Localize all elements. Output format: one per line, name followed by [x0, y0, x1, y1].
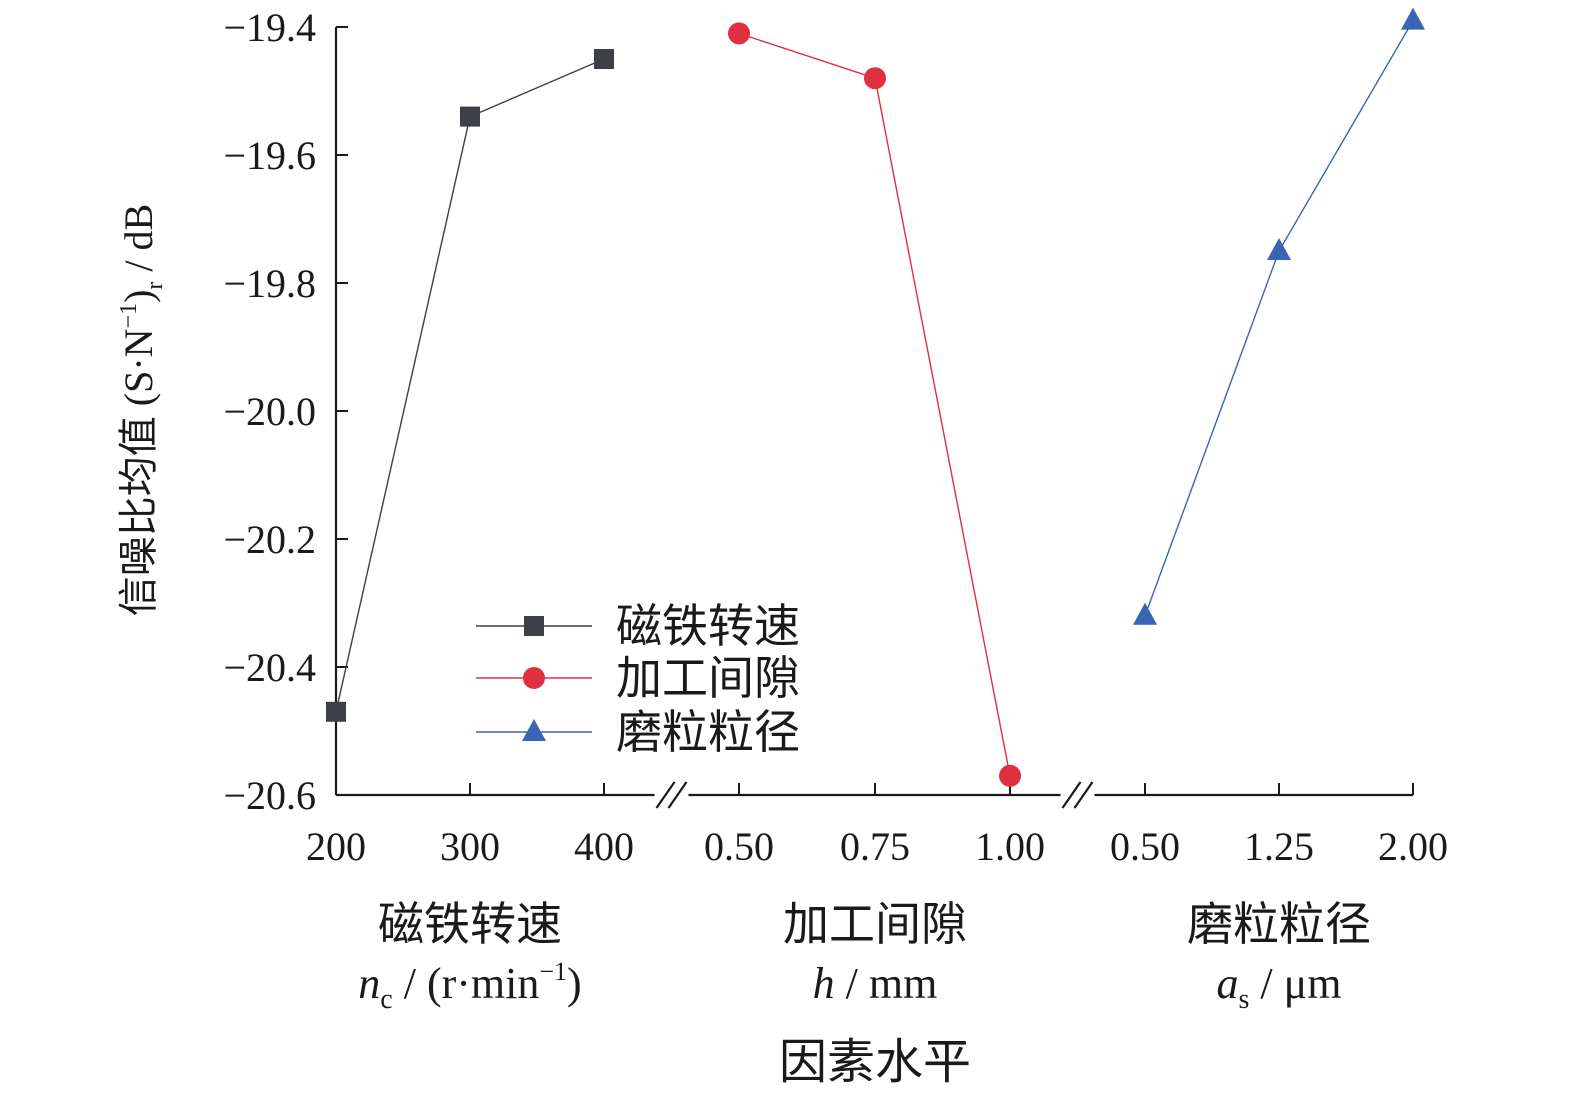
legend-marker-circle	[523, 667, 545, 689]
legend-label: 磨粒粒径	[616, 707, 800, 758]
y-tick-label: −19.6	[223, 133, 316, 178]
group-unit-label: nc / (r·min−1)	[358, 957, 581, 1015]
variable-symbol: n	[358, 959, 380, 1008]
y-title-superscript: −1	[116, 303, 142, 329]
y-title-subscript: r	[142, 282, 168, 290]
variable-symbol: a	[1217, 959, 1239, 1008]
group-name-label: 加工间隙	[783, 899, 967, 950]
x-tick-label: 2.00	[1378, 824, 1448, 869]
variable-subscript: c	[380, 984, 392, 1015]
unit-text: / mm	[835, 959, 938, 1008]
x-tick-label: 0.50	[1110, 824, 1180, 869]
variable-symbol: h	[813, 959, 835, 1008]
y-axis-title: 信噪比均值 (S·N−1)r / dB	[116, 204, 168, 616]
data-point-circle	[999, 764, 1021, 787]
x-tick-label: 0.75	[840, 824, 910, 869]
data-point-circle	[728, 22, 750, 45]
group-unit-label: h / mm	[813, 959, 938, 1008]
group-name-label: 磁铁转速	[378, 899, 562, 950]
legend-marker-square	[524, 616, 544, 636]
data-point-square	[326, 701, 346, 722]
data-point-triangle	[1133, 602, 1157, 625]
y-title-close: )	[116, 290, 161, 303]
x-tick-label: 0.50	[704, 824, 774, 869]
axis-break-mark	[1073, 781, 1094, 809]
data-point-square	[594, 49, 614, 69]
axis-break-mark	[667, 781, 688, 809]
y-title-main: 信噪比均值 (S·N	[116, 328, 161, 616]
y-tick-label: −20.6	[223, 773, 316, 818]
series-line-triangle	[1144, 20, 1414, 617]
group-name-label: 磨粒粒径	[1187, 899, 1371, 950]
unit-close-paren: )	[567, 959, 582, 1008]
y-tick-label: −19.8	[223, 261, 316, 306]
data-point-square	[460, 106, 480, 127]
y-title-unit: / dB	[116, 204, 161, 282]
legend-label: 加工间隙	[616, 653, 800, 704]
x-tick-label: 200	[306, 824, 366, 869]
x-tick-label: 400	[574, 824, 634, 869]
x-axis-title: 因素水平	[779, 1036, 971, 1089]
axis-break-mark	[1061, 781, 1082, 809]
y-tick-label: −20.2	[223, 517, 316, 562]
unit-superscript: −1	[539, 957, 567, 986]
variable-subscript: s	[1239, 984, 1250, 1015]
data-point-triangle	[1267, 238, 1291, 260]
data-point-triangle	[1401, 7, 1425, 30]
group-unit-label: as / μm	[1217, 959, 1342, 1015]
axis-break-mark	[655, 781, 676, 809]
legend-marker-triangle	[522, 719, 546, 741]
y-tick-label: −20.0	[223, 389, 316, 434]
x-tick-label: 300	[440, 824, 500, 869]
data-point-circle	[864, 67, 886, 90]
y-tick-label: −20.4	[223, 645, 316, 690]
x-tick-label: 1.25	[1244, 824, 1314, 869]
series-line-square	[335, 58, 605, 712]
y-tick-label: −19.4	[223, 5, 316, 50]
unit-text: / (r·min	[393, 959, 540, 1008]
legend-label: 磁铁转速	[616, 601, 800, 652]
unit-text: / μm	[1249, 959, 1341, 1008]
x-tick-label: 1.00	[975, 824, 1045, 869]
